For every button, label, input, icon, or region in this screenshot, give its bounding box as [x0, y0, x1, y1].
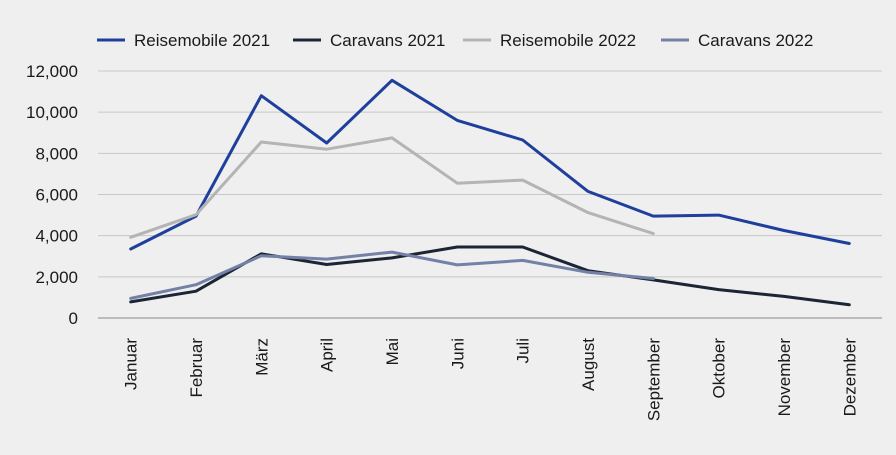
x-tick-label: August [579, 338, 598, 391]
legend-label: Caravans 2022 [698, 31, 813, 50]
legend: Reisemobile 2021 Caravans 2021 Reisemobile… [97, 31, 813, 50]
y-axis-ticks: 0 2,000 4,000 6,000 8,000 10,000 12,000 [26, 62, 78, 328]
x-tick-label: April [318, 338, 337, 372]
y-tick-label: 6,000 [35, 186, 78, 205]
x-tick-label: November [775, 338, 794, 417]
series-line [129, 245, 851, 307]
legend-label: Reisemobile 2021 [134, 31, 270, 50]
x-tick-label: Januar [122, 338, 141, 390]
legend-label: Reisemobile 2022 [500, 31, 636, 50]
y-tick-label: 2,000 [35, 268, 78, 287]
series-line [129, 78, 851, 251]
y-tick-label: 8,000 [35, 144, 78, 163]
legend-label: Caravans 2021 [330, 31, 445, 50]
x-tick-label: September [644, 338, 663, 421]
x-tick-label: Februar [187, 338, 206, 398]
x-tick-label: Mai [383, 338, 402, 365]
x-tick-label: Juli [514, 338, 533, 364]
series-line [129, 136, 655, 239]
x-tick-label: Oktober [710, 338, 729, 399]
x-tick-label: März [252, 338, 271, 376]
grid [98, 70, 882, 319]
y-tick-label: 0 [69, 309, 78, 328]
x-tick-label: Juni [448, 338, 467, 369]
x-tick-label: Dezember [840, 338, 859, 417]
series-lines [129, 78, 851, 307]
y-tick-label: 4,000 [35, 227, 78, 246]
x-axis-ticks: Januar Februar März April Mai Juni Juli August S… [122, 338, 860, 422]
series-line [129, 250, 655, 300]
y-tick-label: 12,000 [26, 62, 78, 81]
y-tick-label: 10,000 [26, 103, 78, 122]
